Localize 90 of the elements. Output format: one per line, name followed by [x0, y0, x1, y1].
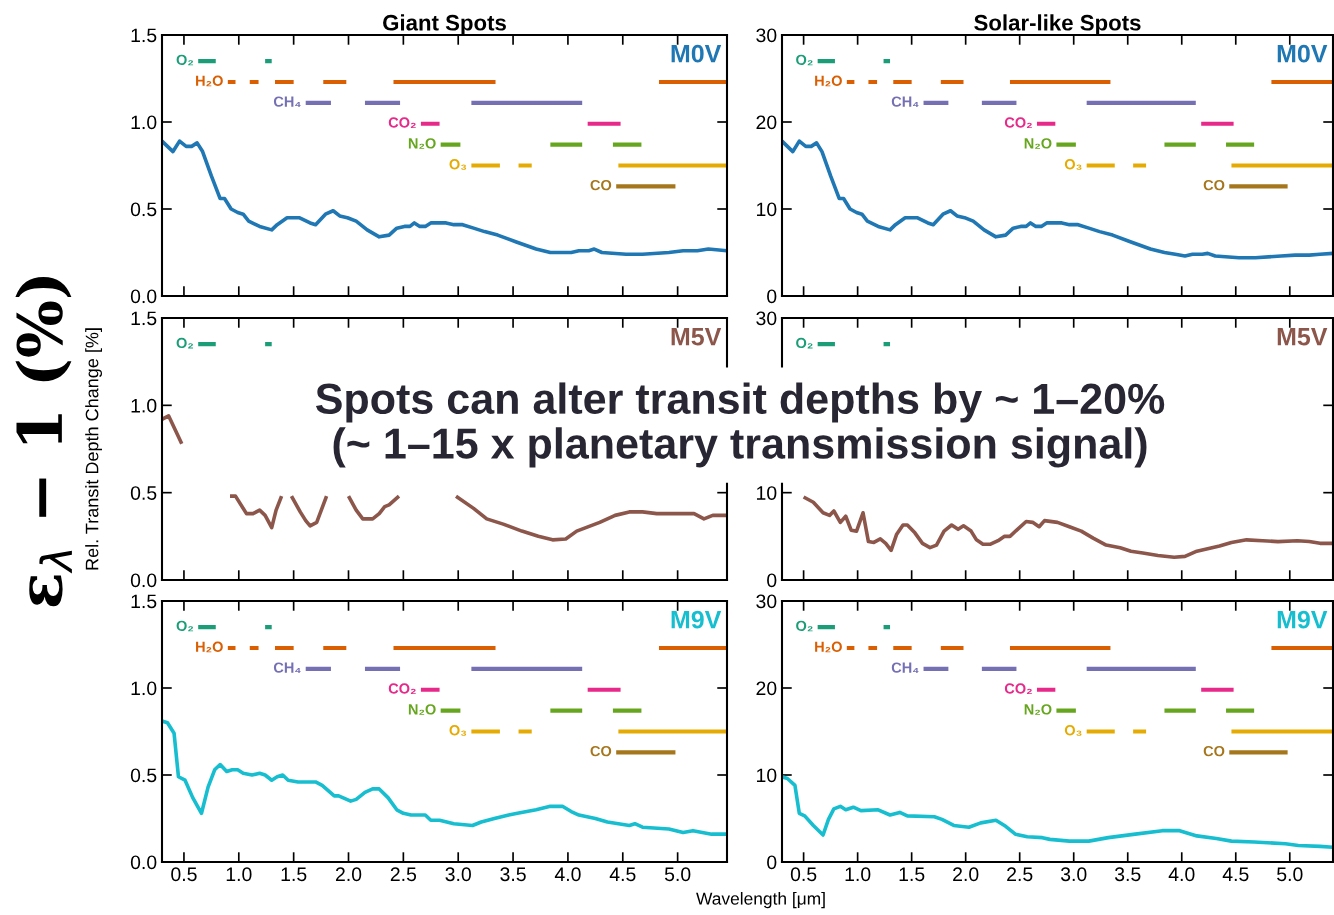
y-tick-label: 0.5	[130, 202, 157, 217]
text: M5V	[1277, 328, 1328, 346]
x-tick-label: 2.0	[335, 867, 362, 882]
x-tick-label: 2.0	[953, 867, 979, 882]
text: M0V	[671, 44, 722, 63]
line-series	[801, 495, 1333, 560]
x-tick-label: 1.0	[226, 867, 252, 882]
x-tick-label: 2.5	[390, 867, 417, 882]
series-label: N₂O	[1024, 704, 1052, 715]
series-label: N₂O	[408, 704, 436, 715]
series-label: O₂	[176, 54, 194, 66]
series-label: CO	[1203, 745, 1225, 757]
line-series	[782, 774, 1333, 850]
series-label: O₂	[176, 620, 194, 632]
series-label: O₃	[1064, 159, 1082, 170]
x-tick-label: 3.5	[1114, 867, 1141, 882]
x-tick-label: 0.5	[171, 867, 197, 882]
y-tick-label: 10	[757, 768, 777, 783]
y-tick-label: 0	[767, 855, 777, 870]
y-tick-label: 20	[756, 115, 777, 130]
series-label: O₂	[796, 337, 813, 349]
series-label: N₂O	[408, 138, 436, 149]
series-label: O₂	[176, 337, 194, 349]
series-label: O₂	[796, 620, 813, 632]
annotation: Spots can alter transit depths by ~ 1–20% (~ 1–15 x planetary transmission signal)	[315, 382, 1165, 468]
chart-title: Solar-like Spots	[974, 14, 1141, 35]
y-axis-title: Rel. Transit Depth Change [%]	[85, 328, 102, 570]
x-tick-label: 1.0	[845, 867, 871, 882]
series-label: CH₄	[891, 96, 919, 108]
y-tick-label: 0	[767, 573, 777, 588]
line-series	[162, 139, 727, 257]
chart-title: Giant Spots	[383, 14, 506, 35]
series-label: CO₂	[1004, 117, 1032, 128]
x-tick-label: 1.5	[899, 867, 925, 882]
series-label: CO₂	[1004, 683, 1032, 694]
series-label: H₂O	[815, 75, 842, 87]
y-tick-label: 0.5	[130, 768, 157, 783]
x-tick-label: 5.0	[664, 867, 691, 882]
x-tick-label: 1.5	[281, 867, 307, 882]
line-series	[162, 719, 727, 836]
y-tick-label: 30	[756, 28, 777, 43]
y-tick-label: 10	[757, 202, 777, 217]
series-label: O₃	[449, 725, 467, 736]
series-label: H₂O	[196, 641, 223, 653]
series-label: CO	[590, 179, 612, 191]
x-axis-title: Wavelength [μm]	[696, 892, 825, 909]
x-tick-label: 2.5	[1007, 867, 1033, 882]
series-label: CO	[590, 745, 612, 757]
series-label: CH₄	[273, 96, 301, 108]
y-tick-label: 0	[767, 289, 777, 304]
text: M0V	[1277, 44, 1328, 63]
x-tick-label: 3.0	[1060, 867, 1087, 882]
x-tick-label: 4.0	[1168, 867, 1195, 882]
series-label: CO₂	[388, 117, 416, 128]
y-tick-label: 0.5	[130, 486, 157, 500]
x-tick-label: 5.0	[1277, 867, 1303, 882]
x-tick-label: 4.5	[609, 867, 636, 882]
y-tick-label: 0.0	[130, 289, 157, 304]
text: M5V	[671, 328, 722, 346]
x-tick-label: 4.0	[554, 867, 581, 882]
series-label: CO₂	[388, 683, 416, 694]
text: M9V	[671, 610, 722, 629]
y-tick-label: 30	[756, 311, 777, 326]
y-tick-label: 1.0	[131, 115, 157, 130]
y-tick-label: 0.0	[130, 855, 157, 870]
y-tick-label: 1.5	[131, 311, 157, 326]
series-label: CH₄	[273, 662, 301, 674]
y-tick-label: 1.0	[131, 681, 157, 696]
series-label: O₃	[1064, 725, 1082, 736]
y-tick-label: 20	[756, 681, 777, 696]
series-label: N₂O	[1024, 138, 1052, 149]
series-label: H₂O	[815, 641, 842, 653]
series-label: O₃	[449, 159, 467, 170]
x-tick-label: 3.0	[445, 867, 471, 882]
x-tick-label: 4.5	[1222, 867, 1249, 882]
series-label: H₂O	[196, 75, 223, 87]
y-tick-label: 1.0	[131, 398, 157, 413]
y-tick-label: 30	[756, 594, 777, 609]
y-tick-label: 0.0	[130, 573, 157, 588]
line-series	[782, 139, 1333, 260]
x-tick-label: 3.5	[500, 867, 526, 882]
y-tick-label: 10	[757, 486, 777, 500]
text: M9V	[1277, 610, 1328, 629]
y-tick-label: 1.5	[131, 28, 157, 43]
text: ε$_{λ}$ − 1 (%)	[15, 276, 72, 607]
y-tick-label: 1.5	[131, 594, 157, 609]
x-tick-label: 0.5	[790, 867, 817, 882]
series-label: CH₄	[891, 662, 919, 674]
series-label: CO	[1203, 179, 1225, 191]
series-label: O₂	[796, 54, 813, 66]
